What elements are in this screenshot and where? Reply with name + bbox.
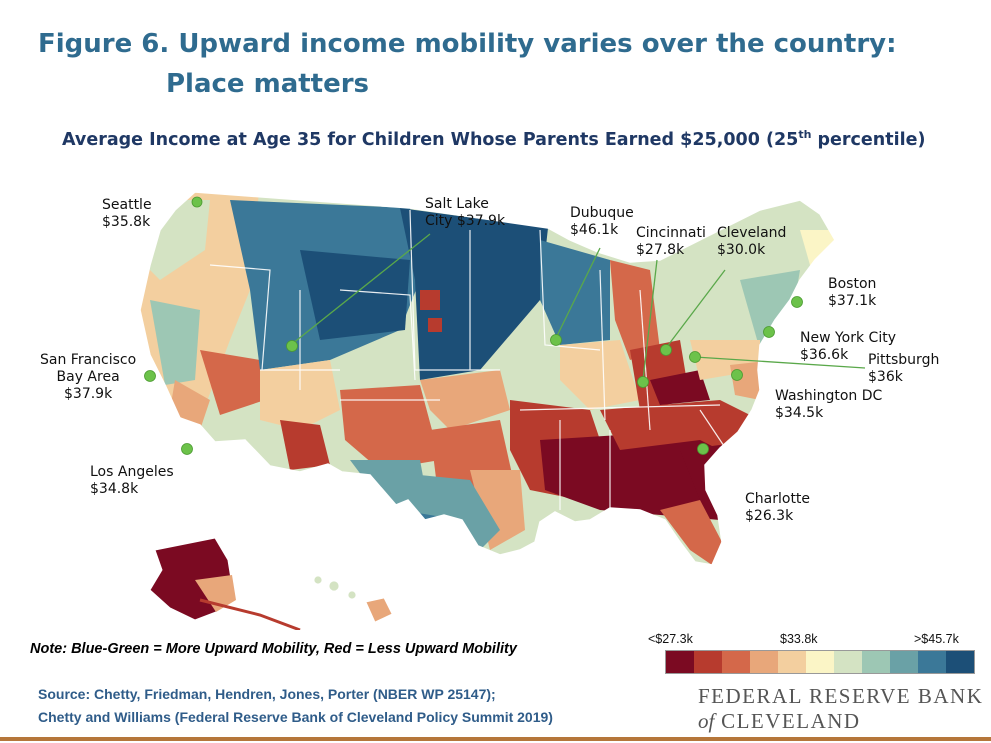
city-label-boston: Boston $37.1k bbox=[828, 276, 877, 309]
logo-line-1: FEDERAL RESERVE BANK bbox=[698, 684, 984, 708]
city-label-los-angeles: Los Angeles $34.8k bbox=[90, 464, 174, 497]
washington-dc-marker[interactable] bbox=[731, 369, 743, 381]
legend-swatch bbox=[834, 651, 862, 673]
alaska-south bbox=[195, 575, 236, 612]
logo-line-2: CLEVELAND bbox=[721, 709, 861, 733]
legend-low-label: <$27.3k bbox=[648, 632, 693, 646]
map-subtitle: Average Income at Age 35 for Children Wh… bbox=[62, 128, 925, 150]
color-legend-bar bbox=[665, 650, 975, 674]
color-note: Note: Blue-Green = More Upward Mobility,… bbox=[30, 641, 517, 657]
city-label-dubuque: Dubuque $46.1k bbox=[570, 205, 634, 238]
figure-title: Figure 6. Upward income mobility varies … bbox=[38, 24, 897, 104]
salt-lake-city-marker[interactable] bbox=[286, 340, 298, 352]
city-label-washington-dc: Washington DC $34.5k bbox=[775, 388, 883, 421]
legend-mid-label: $33.8k bbox=[780, 632, 818, 646]
seattle-marker[interactable] bbox=[191, 196, 203, 208]
cincinnati-marker[interactable] bbox=[637, 376, 649, 388]
dubuque-marker[interactable] bbox=[550, 334, 562, 346]
city-label-cleveland: Cleveland $30.0k bbox=[717, 225, 787, 258]
city-label-salt-lake-city: Salt Lake City $37.9k bbox=[425, 196, 506, 229]
city-label-san-francisco: San Francisco Bay Area $37.9k bbox=[40, 352, 137, 402]
city-markers bbox=[144, 196, 803, 455]
source-line-1: Source: Chetty, Friedman, Hendren, Jones… bbox=[38, 686, 496, 702]
bottom-rule bbox=[0, 737, 991, 741]
federal-reserve-logo: FEDERAL RESERVE BANK of CLEVELAND bbox=[698, 684, 983, 734]
city-label-pittsburgh: Pittsburgh $36k bbox=[868, 352, 940, 385]
subtitle-sup: th bbox=[798, 128, 812, 141]
figure-title-line1: Figure 6. Upward income mobility varies … bbox=[38, 29, 897, 59]
city-label-charlotte: Charlotte $26.3k bbox=[745, 491, 811, 524]
city-label-seattle: Seattle $35.8k bbox=[102, 197, 152, 230]
boston-marker[interactable] bbox=[791, 296, 803, 308]
cleveland-marker[interactable] bbox=[660, 344, 672, 356]
source-line-2: Chetty and Williams (Federal Reserve Ban… bbox=[38, 709, 553, 725]
legend-swatch bbox=[778, 651, 806, 673]
us-mobility-map bbox=[139, 191, 866, 630]
city-label-cincinnati: Cincinnati $27.8k bbox=[636, 225, 706, 258]
legend-swatch bbox=[890, 651, 918, 673]
hawaii bbox=[313, 575, 393, 623]
legend-swatch bbox=[750, 651, 778, 673]
subtitle-end: percentile) bbox=[811, 129, 926, 150]
legend-high-label: >$45.7k bbox=[914, 632, 959, 646]
source-citation: Source: Chetty, Friedman, Hendren, Jones… bbox=[38, 683, 553, 729]
pittsburgh-marker[interactable] bbox=[689, 351, 701, 363]
los-angeles-marker[interactable] bbox=[181, 443, 193, 455]
city-label-new-york-city: New York City $36.6k bbox=[800, 330, 896, 363]
san-francisco-marker[interactable] bbox=[144, 370, 156, 382]
alaska-peninsula bbox=[199, 598, 301, 630]
charlotte-marker[interactable] bbox=[697, 443, 709, 455]
legend-swatch bbox=[722, 651, 750, 673]
subtitle-text: Average Income at Age 35 for Children Wh… bbox=[62, 129, 799, 150]
legend-swatch bbox=[806, 651, 834, 673]
legend-swatch bbox=[918, 651, 946, 673]
legend-swatch bbox=[946, 651, 974, 673]
figure-title-line2: Place matters bbox=[166, 69, 370, 99]
logo-of: of bbox=[698, 709, 715, 733]
legend-swatch bbox=[666, 651, 694, 673]
new-york-city-marker[interactable] bbox=[763, 326, 775, 338]
leader-lines bbox=[291, 233, 866, 381]
legend-swatch bbox=[862, 651, 890, 673]
legend-swatch bbox=[694, 651, 722, 673]
